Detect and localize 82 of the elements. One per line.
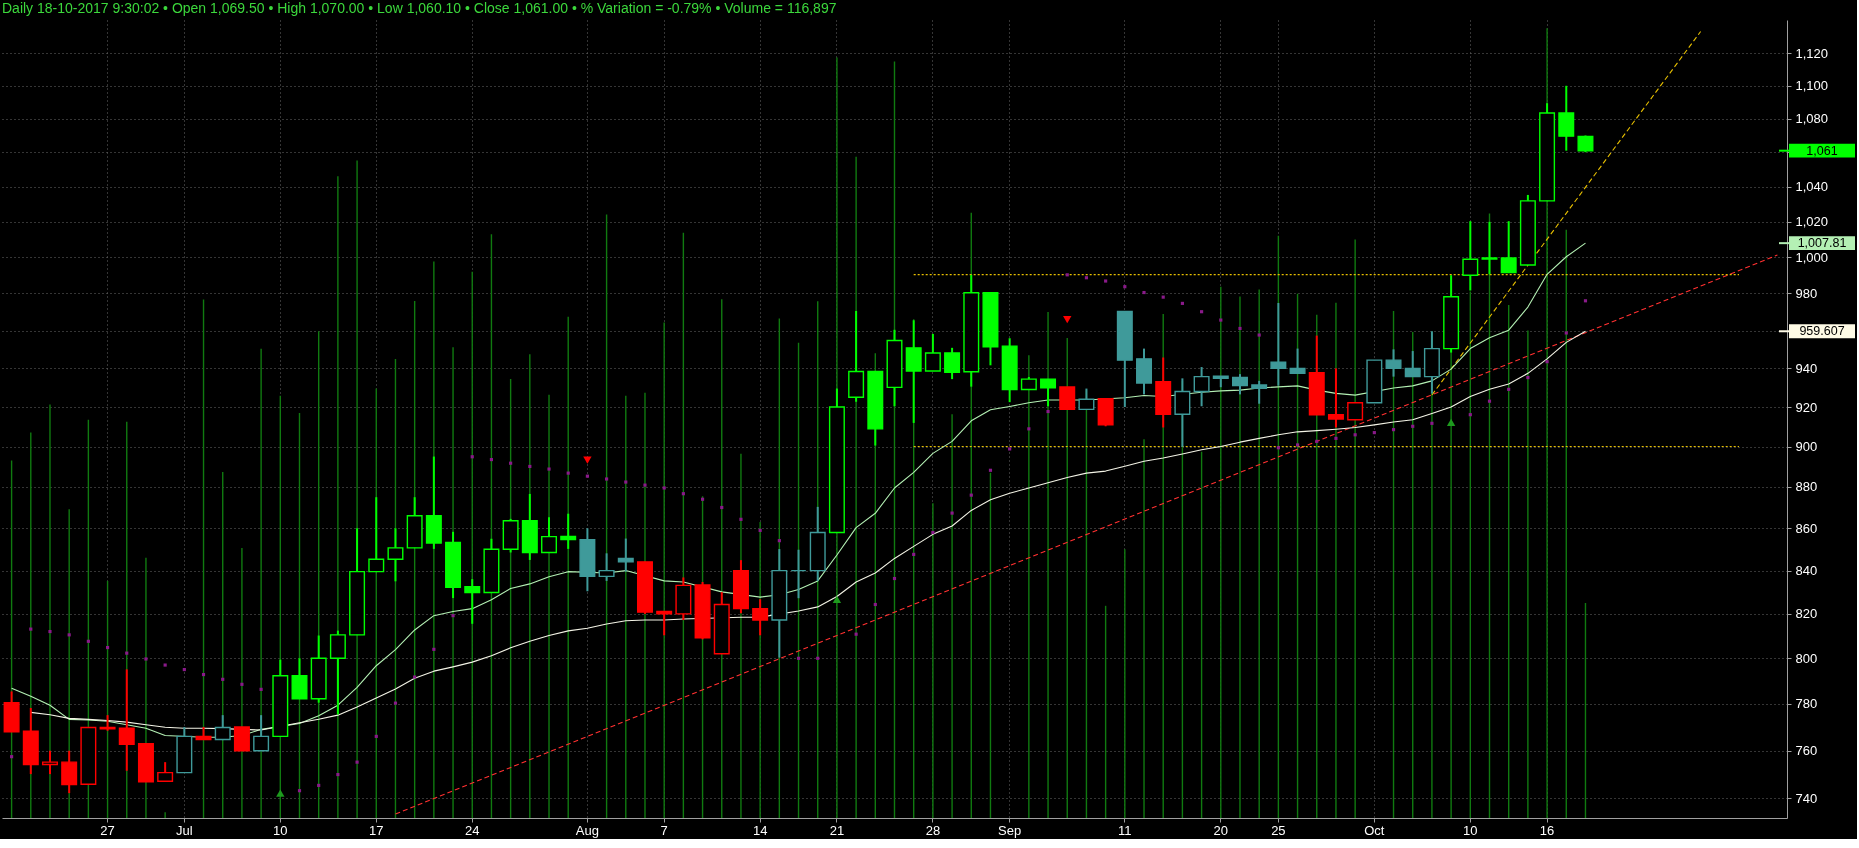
candlestick <box>1059 386 1076 411</box>
candlestick <box>1500 220 1517 274</box>
candlestick <box>61 749 78 795</box>
candlestick <box>752 598 769 637</box>
candlestick <box>1174 377 1191 448</box>
x-tick-label: Sep <box>998 822 1022 838</box>
y-tick-label: 840 <box>1795 563 1818 579</box>
x-tick-label: Oct <box>1364 822 1385 838</box>
candlestick <box>368 496 385 573</box>
y-tick-label: 920 <box>1795 399 1818 415</box>
candlestick <box>598 552 615 582</box>
candlestick <box>1289 347 1306 375</box>
x-tick-label: 24 <box>465 822 480 838</box>
candlestick <box>1251 379 1268 405</box>
ref-line-label: 959.607 <box>1799 324 1845 339</box>
candlestick <box>1404 350 1421 378</box>
point <box>1446 418 1456 426</box>
candlestick <box>1327 367 1344 429</box>
x-tick-label: 14 <box>752 822 768 838</box>
candlestick <box>118 668 135 772</box>
y-tick-label: 800 <box>1795 650 1818 666</box>
candlestick <box>1040 378 1057 408</box>
candlestick <box>291 657 308 700</box>
x-tick-label: Jul <box>176 822 193 838</box>
candlestick <box>790 548 807 600</box>
candlestick <box>1270 302 1287 387</box>
candlestick <box>560 512 577 550</box>
candlestick <box>541 516 558 554</box>
y-tick-label: 940 <box>1795 360 1818 376</box>
point <box>832 595 842 603</box>
candlestick <box>157 761 174 783</box>
y-tick-label: 980 <box>1795 285 1818 301</box>
candlestick <box>1462 220 1479 292</box>
candlestick <box>1385 348 1402 378</box>
candlestick <box>41 749 58 776</box>
candlestick <box>233 726 250 752</box>
y-tick-label: 1,100 <box>1795 78 1829 94</box>
chart-title: Daily 18-10-2017 9:30:02 • Open 1,069.50 • High 1,070.00 • Low 1,060.10 • Close 1,061.00 • % Variation = -0.79% • Volume = 116,897 <box>2 0 837 16</box>
point <box>1063 316 1072 324</box>
y-tick-label: 900 <box>1795 439 1818 455</box>
y-tick-label: 780 <box>1795 696 1818 712</box>
candlestick <box>905 319 922 424</box>
x-tick-label: 21 <box>829 822 845 838</box>
candlestick <box>617 537 634 573</box>
y-tick-label: 1,000 <box>1795 249 1829 265</box>
candlestick <box>214 714 231 742</box>
candlestick <box>253 714 270 752</box>
x-tick-label: 16 <box>1539 822 1555 838</box>
x-tick-label: 28 <box>925 822 941 838</box>
x-tick-label: 27 <box>100 822 115 838</box>
y-tick-label: 1,120 <box>1795 45 1829 61</box>
x-tick-label: 25 <box>1271 822 1286 838</box>
x-tick-label: 10 <box>273 822 288 838</box>
x-tick-label: 17 <box>369 822 384 838</box>
candlestick <box>1558 84 1575 152</box>
candlestick <box>1231 373 1248 396</box>
candlestick <box>656 610 673 637</box>
candlestick <box>387 527 404 583</box>
ref-line-label: 1,061 <box>1806 143 1838 158</box>
candlestick <box>329 629 346 716</box>
candlestick <box>1193 366 1210 408</box>
candlestick <box>1481 220 1498 276</box>
y-tick-label: 860 <box>1795 520 1818 536</box>
x-tick-label: Aug <box>575 822 599 838</box>
candlestick <box>924 332 941 373</box>
x-tick-label: 10 <box>1463 822 1478 838</box>
y-tick-label: 760 <box>1795 743 1818 759</box>
x-tick-label: 7 <box>660 822 668 838</box>
y-tick-label: 1,040 <box>1795 179 1829 195</box>
y-tick-label: 1,080 <box>1795 111 1829 127</box>
point <box>276 789 285 797</box>
candlestick <box>464 578 481 625</box>
y-tick-label: 740 <box>1795 790 1818 806</box>
y-tick-label: 880 <box>1795 479 1818 495</box>
y-tick-label: 1,020 <box>1795 214 1829 230</box>
point <box>583 456 592 464</box>
candlestick <box>1078 387 1095 411</box>
x-tick-label: 11 <box>1118 822 1132 838</box>
x-tick-label: 20 <box>1213 822 1229 838</box>
ref-line-label: 1,007.81 <box>1797 236 1847 251</box>
y-tick-label: 820 <box>1795 606 1818 622</box>
candlestick <box>944 346 961 381</box>
